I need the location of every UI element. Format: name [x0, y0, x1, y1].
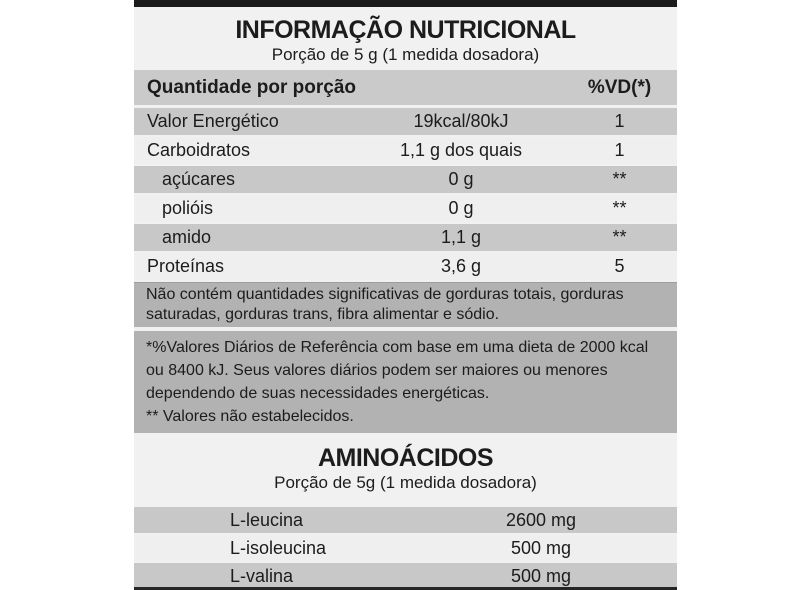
- footnote-reference: *%Valores Diários de Referência com base…: [146, 339, 649, 402]
- amino-row-leucine: L-leucina 2600 mg: [134, 507, 677, 533]
- row-daily-value: **: [612, 227, 627, 247]
- amino-acids-subtitle: Porção de 5g (1 medida dosadora): [274, 473, 537, 492]
- row-amount: 2600 mg: [505, 509, 577, 530]
- row-amount: 19kcal/80kJ: [413, 111, 509, 131]
- nutrition-row-sugars: açúcares 0 g **: [134, 166, 677, 193]
- footnote-not-established: ** Valores não estabelecidos.: [146, 408, 354, 425]
- top-divider-bar: [134, 0, 677, 7]
- column-header-daily-value: %VD(*): [587, 76, 652, 98]
- nutrition-row-carbs: Carboidratos 1,1 g dos quais 1: [134, 137, 677, 164]
- row-name: L-isoleucina: [230, 537, 327, 558]
- row-amount: 500 mg: [510, 565, 572, 586]
- row-daily-value: **: [612, 169, 627, 189]
- row-name: L-leucina: [230, 509, 304, 530]
- row-amount: 0 g: [448, 198, 474, 218]
- row-name: L-valina: [230, 565, 294, 586]
- nutrition-row-energy: Valor Energético 19kcal/80kJ 1: [134, 108, 677, 135]
- row-name: polióis: [162, 198, 214, 218]
- row-daily-value: 5: [614, 256, 625, 276]
- row-daily-value: 1: [614, 111, 625, 131]
- row-daily-value: **: [612, 198, 627, 218]
- row-name: açúcares: [162, 169, 236, 189]
- amino-acids-title-block: AMINOÁCIDOS Porção de 5g (1 medida dosad…: [134, 433, 677, 507]
- row-daily-value: 1: [614, 140, 625, 160]
- nutrition-subtitle: Porção de 5 g (1 medida dosadora): [271, 45, 540, 64]
- row-name: amido: [162, 227, 212, 247]
- row-name: Proteínas: [147, 256, 225, 276]
- nutrition-row-protein: Proteínas 3,6 g 5: [134, 253, 677, 280]
- nutrition-title-block: INFORMAÇÃO NUTRICIONAL Porção de 5 g (1 …: [134, 7, 677, 70]
- nutrition-row-polyols: polióis 0 g **: [134, 195, 677, 222]
- column-header-quantity: Quantidade por porção: [147, 76, 357, 98]
- nutrition-row-starch: amido 1,1 g **: [134, 224, 677, 251]
- row-amount: 3,6 g: [440, 256, 482, 276]
- amino-row-valine: L-valina 500 mg: [134, 563, 677, 589]
- row-name: Valor Energético: [147, 111, 279, 131]
- column-header-row: Quantidade por porção %VD(*): [134, 70, 677, 105]
- amino-acids-title: AMINOÁCIDOS: [317, 444, 494, 472]
- nutrition-label: INFORMAÇÃO NUTRICIONAL Porção de 5 g (1 …: [134, 0, 677, 590]
- amino-row-isoleucine: L-isoleucina 500 mg: [134, 535, 677, 561]
- daily-values-footnote-block: *%Valores Diários de Referência com base…: [134, 331, 677, 433]
- nutrition-title: INFORMAÇÃO NUTRICIONAL: [235, 16, 576, 44]
- row-amount: 1,1 g dos quais: [399, 140, 523, 160]
- row-amount: 1,1 g: [440, 227, 482, 247]
- row-amount: 0 g: [448, 169, 474, 189]
- no-significant-amounts-note: Não contém quantidades significativas de…: [134, 282, 677, 327]
- bottom-divider-bar: [134, 587, 677, 590]
- row-name: Carboidratos: [147, 140, 251, 160]
- row-amount: 500 mg: [510, 537, 572, 558]
